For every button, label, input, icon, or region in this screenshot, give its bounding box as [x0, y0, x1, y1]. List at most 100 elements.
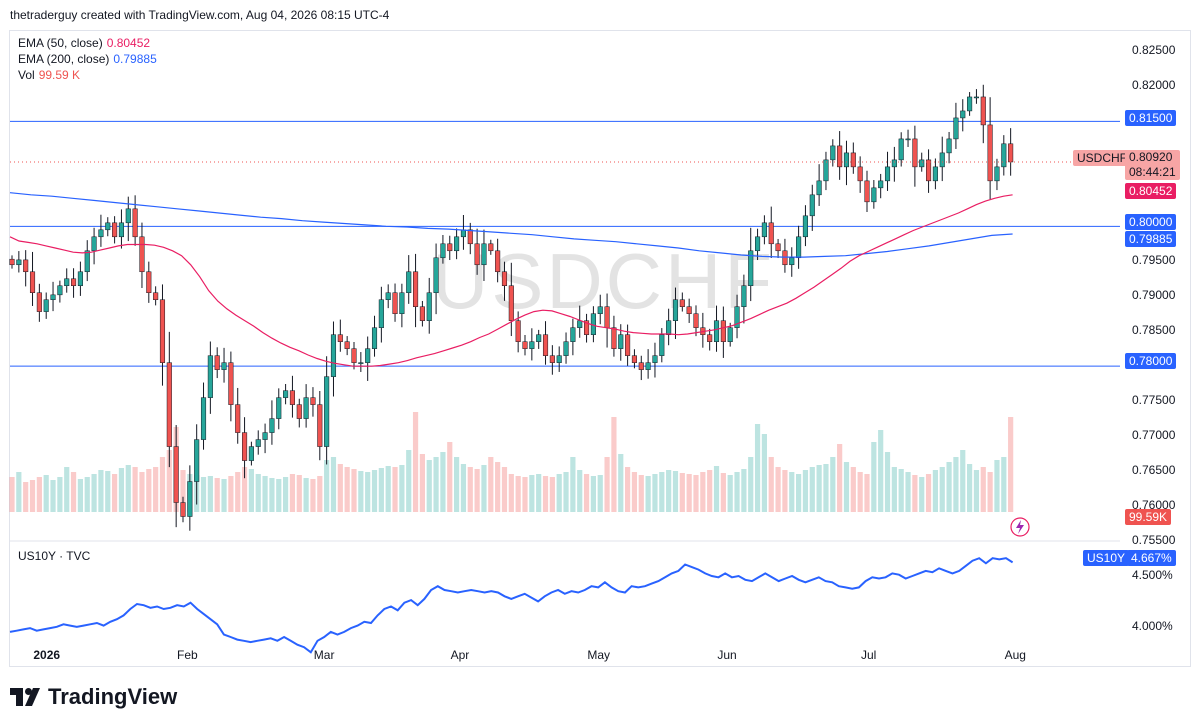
volume-bar	[153, 467, 159, 512]
candle-up	[994, 166, 1000, 182]
candle-up	[536, 334, 542, 342]
legend-volume[interactable]: Vol 99.59 K	[18, 67, 80, 83]
candle-up	[796, 236, 802, 259]
volume-bar	[611, 417, 617, 512]
volume-bar	[659, 472, 665, 512]
us10y-tick-400: 4.000%	[1132, 619, 1173, 633]
volume-bar	[843, 462, 850, 512]
price-tick-label: 0.79000	[1132, 288, 1176, 303]
candle-up	[440, 243, 446, 259]
candle-up	[570, 327, 576, 342]
us10y-pane-title: US10Y · TVC	[18, 549, 91, 563]
volume-bar	[91, 474, 97, 512]
volume-bar	[276, 479, 282, 512]
volume-bar	[919, 477, 925, 512]
ema50-price-tag: 0.80452	[1125, 183, 1177, 199]
volume-bar	[796, 474, 802, 512]
candle-down	[146, 271, 152, 293]
candle-up	[755, 236, 761, 252]
price-tick-label: 0.75500	[1132, 533, 1176, 547]
volume-bar	[912, 475, 918, 512]
candle-up	[43, 299, 49, 312]
candle-down	[768, 222, 774, 245]
candle-up	[200, 397, 207, 440]
candle-down	[693, 313, 699, 328]
legend-ema200[interactable]: EMA (200, close) 0.79885	[18, 51, 157, 67]
volume-bar	[447, 442, 453, 512]
legend-ema50[interactable]: EMA (50, close) 0.80452	[18, 35, 150, 51]
ema50-line	[9, 194, 1013, 367]
candle-down	[228, 362, 234, 405]
price-tick-label: 0.78500	[1132, 323, 1176, 338]
candle-up	[399, 292, 405, 314]
volume-bar	[419, 454, 425, 512]
candle-up	[946, 138, 952, 154]
volume-bar	[734, 472, 740, 512]
volume-bar	[652, 474, 658, 512]
volume-bar	[864, 474, 870, 512]
volume-bar	[132, 467, 138, 512]
candle-down	[289, 390, 295, 405]
volume-bar	[878, 430, 884, 512]
us10y-line	[9, 557, 1014, 654]
candle-up	[57, 285, 63, 296]
time-axis-label: Jul	[861, 648, 877, 662]
volume-bar	[631, 472, 638, 512]
candle-up	[666, 320, 672, 335]
volume-bar	[296, 475, 302, 512]
candle-up	[843, 152, 850, 168]
candle-up	[385, 292, 391, 300]
legend-ema50-label: EMA (50, close)	[18, 36, 103, 50]
time-axis-label: Mar	[313, 648, 335, 662]
tradingview-brand: TradingView	[48, 684, 178, 709]
candle-up	[324, 376, 330, 447]
volume-bar	[508, 474, 514, 512]
candle-down	[337, 334, 343, 342]
volume-bar	[823, 464, 829, 512]
price-tick-label: 0.79500	[1132, 253, 1176, 268]
volume-bar	[84, 477, 90, 512]
volume-bar	[98, 470, 104, 512]
chart-header: thetraderguy created with TradingView.co…	[10, 8, 390, 22]
volume-bar	[344, 467, 350, 512]
candle-up	[741, 285, 747, 307]
candle-up	[645, 362, 651, 370]
candle-up	[529, 341, 535, 349]
volume-bar	[43, 475, 49, 512]
volume-bar	[351, 469, 357, 512]
candle-down	[782, 250, 788, 266]
candle-up	[303, 397, 309, 419]
volume-bar	[358, 471, 364, 512]
volume-bar	[112, 474, 118, 512]
chart-frame	[9, 30, 1191, 667]
volume-bar	[474, 469, 480, 512]
candle-up	[967, 96, 973, 112]
candle-down	[508, 285, 514, 321]
candle-down	[980, 96, 986, 126]
volume-bar	[146, 469, 152, 512]
tradingview-logo[interactable]: TradingView	[10, 684, 177, 710]
volume-bar	[50, 480, 56, 512]
price-tick-label: 0.77000	[1132, 428, 1176, 443]
volume-bar	[775, 467, 781, 512]
candle-down	[153, 292, 159, 300]
candle-up	[262, 432, 268, 440]
candle-down	[159, 299, 166, 363]
symbol-tag: USDCHF	[1073, 150, 1131, 166]
candle-up	[283, 390, 289, 398]
candle-up	[433, 257, 439, 293]
volume-bar	[857, 472, 863, 512]
candle-down	[36, 292, 42, 312]
volume-bar	[159, 457, 166, 512]
volume-bar	[597, 475, 603, 512]
candle-up	[84, 250, 90, 273]
us10y-tick-450: 4.500%	[1132, 568, 1173, 582]
volume-bar	[488, 457, 494, 512]
volume-bar	[713, 466, 720, 512]
candle-up	[973, 96, 979, 99]
volume-bar	[515, 476, 521, 512]
volume-bar	[495, 462, 501, 512]
candle-up	[194, 439, 200, 482]
candle-up	[98, 229, 104, 238]
